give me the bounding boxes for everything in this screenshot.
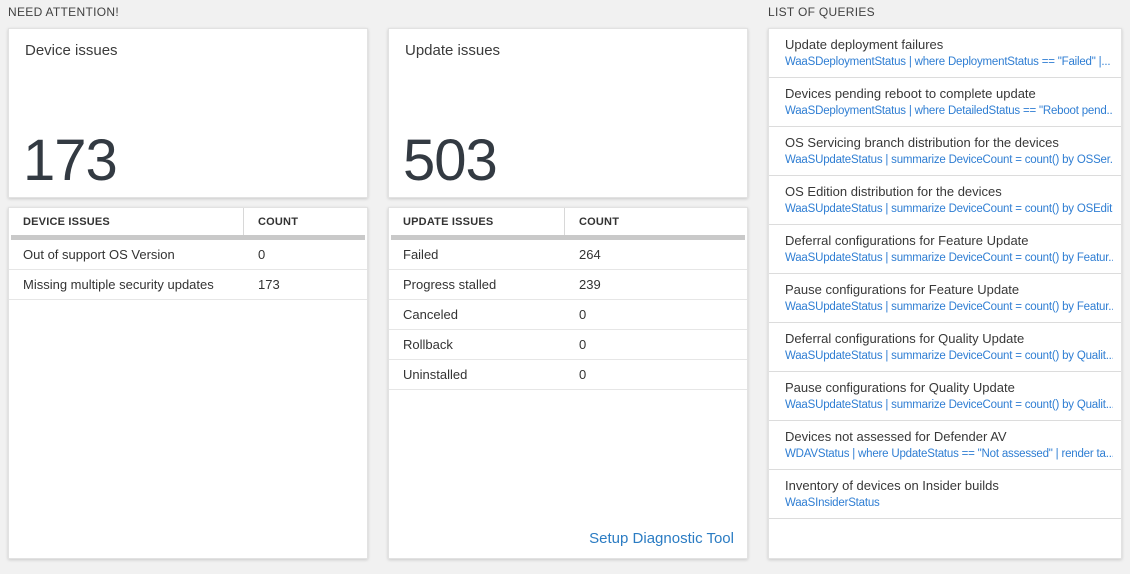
table-header-count-column: COUNT: [258, 215, 299, 228]
query-list-item[interactable]: Devices pending reboot to complete updat…: [769, 78, 1121, 127]
update-issues-summary-card[interactable]: Update issues 503: [388, 28, 748, 198]
query-list-item[interactable]: Deferral configurations for Feature Upda…: [769, 225, 1121, 274]
table-row[interactable]: Failed 264: [389, 240, 747, 270]
query-title: Pause configurations for Feature Update: [785, 282, 1020, 297]
table-row[interactable]: Uninstalled 0: [389, 360, 747, 390]
query-title: Inventory of devices on Insider builds: [785, 478, 999, 493]
query-code: WaaSUpdateStatus | summarize DeviceCount…: [785, 203, 1113, 215]
need-attention-header: NEED ATTENTION!: [8, 5, 119, 19]
query-code: WaaSUpdateStatus | summarize DeviceCount…: [785, 154, 1113, 166]
query-title: Deferral configurations for Quality Upda…: [785, 331, 1025, 346]
query-title: OS Edition distribution for the devices: [785, 184, 1002, 199]
query-code: WaaSDeploymentStatus | where DeploymentS…: [785, 56, 1111, 68]
query-list-item[interactable]: Devices not assessed for Defender AV WDA…: [769, 421, 1121, 470]
table-header-issue-column: UPDATE ISSUES: [389, 208, 565, 235]
table-row[interactable]: Canceled 0: [389, 300, 747, 330]
issue-name-cell: Out of support OS Version: [23, 247, 175, 262]
issue-name-cell: Uninstalled: [403, 367, 468, 382]
issue-count-cell: 264: [579, 247, 601, 262]
need-attention-tiles: Device issues 173 DEVICE ISSUES COUNT Ou…: [8, 28, 748, 559]
query-code: WaaSUpdateStatus | summarize DeviceCount…: [785, 350, 1113, 362]
query-title: Devices pending reboot to complete updat…: [785, 86, 1036, 101]
query-title: OS Servicing branch distribution for the…: [785, 135, 1059, 150]
tile-title: Update issues: [405, 42, 501, 59]
dashboard: NEED ATTENTION! Device issues 173 DEVICE…: [8, 5, 1122, 559]
query-list-item[interactable]: OS Edition distribution for the devices …: [769, 176, 1121, 225]
query-list-item[interactable]: Pause configurations for Quality Update …: [769, 372, 1121, 421]
issue-count-cell: 173: [258, 277, 280, 292]
issue-count-cell: 0: [579, 307, 587, 322]
query-list-item[interactable]: Deferral configurations for Quality Upda…: [769, 323, 1121, 372]
update-issues-table-panel: UPDATE ISSUES COUNT Failed 264 Progress …: [388, 207, 748, 559]
issue-count-cell: 239: [579, 277, 601, 292]
query-title: Deferral configurations for Feature Upda…: [785, 233, 1029, 248]
query-title: Pause configurations for Quality Update: [785, 380, 1015, 395]
table-header: UPDATE ISSUES COUNT: [389, 208, 747, 235]
query-code: WaaSUpdateStatus | summarize DeviceCount…: [785, 399, 1113, 411]
device-issues-count: 173: [23, 128, 118, 194]
query-list-item[interactable]: Pause configurations for Feature Update …: [769, 274, 1121, 323]
table-row[interactable]: Progress stalled 239: [389, 270, 747, 300]
table-row[interactable]: Rollback 0: [389, 330, 747, 360]
list-of-queries-section: LIST OF QUERIES Update deployment failur…: [768, 5, 1122, 559]
update-issues-tile: Update issues 503 UPDATE ISSUES COUNT Fa…: [388, 28, 748, 559]
issue-count-cell: 0: [579, 367, 587, 382]
device-issues-table-panel: DEVICE ISSUES COUNT Out of support OS Ve…: [8, 207, 368, 559]
query-list-item[interactable]: OS Servicing branch distribution for the…: [769, 127, 1121, 176]
device-issues-tile: Device issues 173 DEVICE ISSUES COUNT Ou…: [8, 28, 368, 559]
query-list-panel: Update deployment failures WaaSDeploymen…: [768, 28, 1122, 559]
query-list-item[interactable]: Inventory of devices on Insider builds W…: [769, 470, 1121, 519]
setup-diagnostic-tool-link[interactable]: Setup Diagnostic Tool: [589, 530, 734, 547]
issue-name-cell: Canceled: [403, 307, 458, 322]
update-issues-count: 503: [403, 128, 498, 194]
query-list-item[interactable]: Update deployment failures WaaSDeploymen…: [769, 29, 1121, 78]
issue-name-cell: Missing multiple security updates: [23, 277, 214, 292]
table-row[interactable]: Out of support OS Version 0: [9, 240, 367, 270]
issue-count-cell: 0: [579, 337, 587, 352]
table-header-divider-bar: [11, 235, 365, 240]
table-header: DEVICE ISSUES COUNT: [9, 208, 367, 235]
query-title: Update deployment failures: [785, 37, 944, 52]
need-attention-section: NEED ATTENTION! Device issues 173 DEVICE…: [8, 5, 748, 559]
table-row[interactable]: Missing multiple security updates 173: [9, 270, 367, 300]
issue-name-cell: Progress stalled: [403, 277, 497, 292]
device-issues-summary-card[interactable]: Device issues 173: [8, 28, 368, 198]
query-code: WaaSUpdateStatus | summarize DeviceCount…: [785, 301, 1113, 313]
table-header-count-column: COUNT: [579, 215, 620, 228]
issue-count-cell: 0: [258, 247, 266, 262]
issue-name-cell: Failed: [403, 247, 439, 262]
issue-name-cell: Rollback: [403, 337, 453, 352]
table-header-issue-column: DEVICE ISSUES: [9, 208, 244, 235]
query-code: WaaSDeploymentStatus | where DetailedSta…: [785, 105, 1113, 117]
tile-title: Device issues: [25, 42, 118, 59]
query-code: WDAVStatus | where UpdateStatus == "Not …: [785, 448, 1113, 460]
list-of-queries-header: LIST OF QUERIES: [768, 5, 875, 19]
query-code: WaaSUpdateStatus | summarize DeviceCount…: [785, 252, 1113, 264]
query-title: Devices not assessed for Defender AV: [785, 429, 1007, 444]
query-code: WaaSInsiderStatus: [785, 497, 880, 509]
table-header-divider-bar: [391, 235, 745, 240]
